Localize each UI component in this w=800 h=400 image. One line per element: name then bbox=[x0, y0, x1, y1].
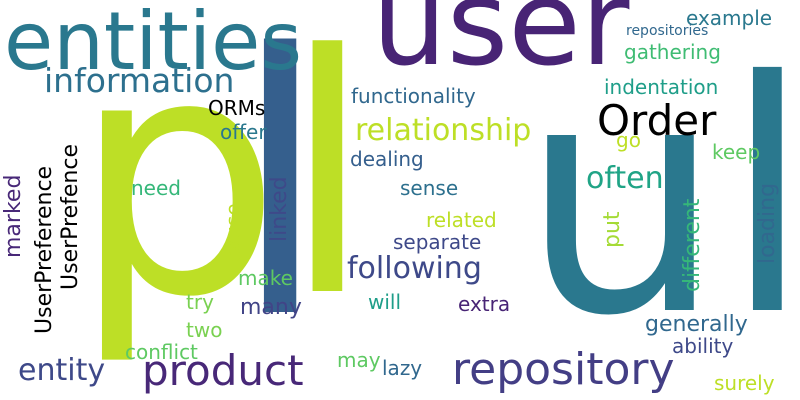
word-product: product bbox=[142, 346, 304, 395]
word-offer: offer bbox=[220, 120, 267, 144]
word-related: related bbox=[426, 208, 497, 232]
word-repository: repository bbox=[452, 344, 675, 395]
word-many: many bbox=[240, 295, 302, 320]
word-linked: linked bbox=[267, 176, 292, 242]
word-sense: sense bbox=[400, 176, 459, 200]
word-extra: extra bbox=[458, 292, 511, 316]
word-keep: keep bbox=[712, 140, 761, 164]
word-functionality: functionality bbox=[351, 84, 476, 108]
word-generally: generally bbox=[645, 312, 748, 337]
word-ul: ul bbox=[520, 14, 800, 386]
word-two: two bbox=[186, 318, 223, 342]
word-need: need bbox=[131, 176, 181, 200]
word-different: different bbox=[680, 198, 705, 292]
word-pl: pl bbox=[72, 0, 374, 369]
word-cause: cause bbox=[221, 203, 245, 262]
word-information: information bbox=[44, 61, 235, 100]
word-userprefence: UserPrefence bbox=[58, 144, 83, 290]
word-conflict: conflict bbox=[125, 340, 198, 364]
word-loading: loading bbox=[755, 182, 780, 264]
word-l: l bbox=[230, 0, 331, 397]
word-orms: ORMs bbox=[208, 96, 266, 120]
word-make: make bbox=[238, 266, 293, 290]
word-often: often bbox=[586, 161, 664, 196]
word-put: put bbox=[600, 211, 625, 248]
word-lazy: lazy bbox=[382, 356, 423, 380]
word-may: may bbox=[337, 348, 381, 372]
word-try: try bbox=[186, 290, 214, 314]
word-surely: surely bbox=[714, 371, 775, 395]
word-repositories: repositories bbox=[626, 23, 709, 39]
word-order: Order bbox=[597, 96, 717, 145]
word-user: user bbox=[372, 0, 630, 92]
word-go: go bbox=[616, 128, 641, 152]
word-entities: entities bbox=[4, 0, 303, 88]
word-dealing: dealing bbox=[350, 147, 424, 171]
word-example: example bbox=[686, 6, 773, 30]
word-separate: separate bbox=[393, 230, 482, 254]
word-gathering: gathering bbox=[624, 40, 721, 64]
word-will: will bbox=[368, 290, 402, 314]
word-indentation: indentation bbox=[604, 75, 719, 99]
word-following: following bbox=[347, 251, 482, 286]
word-entity: entity bbox=[18, 353, 106, 388]
word-userpreference: UserPreference bbox=[32, 165, 57, 334]
word-marked: marked bbox=[1, 174, 26, 258]
word-ability: ability bbox=[672, 334, 734, 358]
word-relationship: relationship bbox=[355, 113, 532, 148]
